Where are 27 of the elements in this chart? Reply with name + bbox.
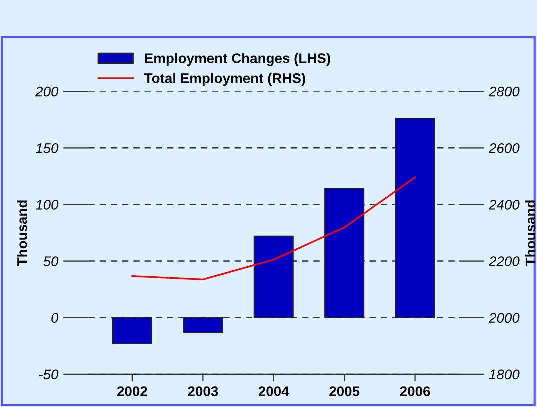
y2-tick-label: 2800 bbox=[488, 86, 520, 97]
y2-tick-label: 2000 bbox=[488, 313, 520, 324]
legend-label: Employment Changes (LHS) bbox=[145, 53, 330, 66]
y2-tick-label: 2600 bbox=[488, 143, 520, 154]
x-tick-label: 2006 bbox=[400, 386, 430, 396]
y2-tick-label: 2400 bbox=[488, 200, 520, 210]
y-tick-label: 0 bbox=[52, 313, 59, 324]
y-axis-title: Thousand bbox=[17, 200, 28, 266]
bar bbox=[395, 118, 436, 318]
y2-tick-label: 2200 bbox=[488, 256, 520, 266]
line-series bbox=[132, 176, 416, 281]
bar bbox=[183, 317, 224, 334]
y2-tick-label: 1800 bbox=[489, 370, 520, 380]
x-tick-label: 2004 bbox=[258, 386, 290, 396]
bar bbox=[112, 317, 152, 344]
y-tick-label: 150 bbox=[36, 143, 59, 154]
y-tick-label: 100 bbox=[36, 200, 59, 210]
y2-axis-title: Thousand bbox=[525, 200, 536, 266]
x-tick-label: 2005 bbox=[330, 386, 360, 396]
y-tick-label: 50 bbox=[44, 256, 59, 266]
x-tick-label: 2002 bbox=[117, 386, 148, 396]
y-tick-label: 200 bbox=[35, 86, 59, 97]
bar bbox=[254, 236, 294, 318]
x-tick-label: 2003 bbox=[188, 386, 218, 396]
bar bbox=[324, 188, 365, 318]
y-tick-label: -50 bbox=[39, 370, 59, 380]
legend-label: Total Employment (RHS) bbox=[144, 73, 306, 86]
